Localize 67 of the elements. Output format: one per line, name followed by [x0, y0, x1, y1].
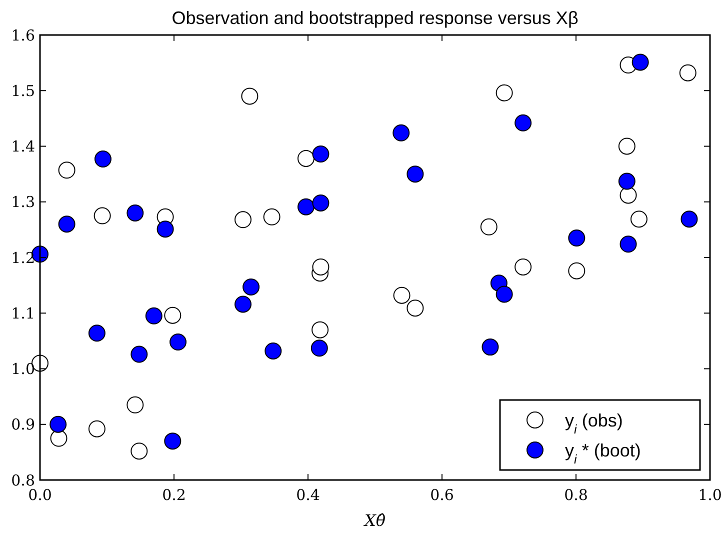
point	[312, 194, 330, 212]
point	[618, 172, 636, 190]
point	[130, 442, 148, 460]
point	[568, 230, 586, 247]
point	[312, 146, 330, 163]
point	[406, 300, 424, 317]
point	[514, 114, 532, 132]
point	[242, 278, 260, 296]
point	[393, 286, 410, 304]
point	[94, 150, 112, 168]
x-tick-label: 0.2	[162, 486, 186, 504]
point	[312, 258, 330, 276]
point	[632, 54, 649, 71]
point	[264, 342, 282, 360]
point	[88, 324, 106, 342]
point	[94, 207, 111, 224]
legend-label: y$_{i}$* (boot)	[565, 440, 641, 466]
point	[680, 210, 698, 228]
y-tick-label: 1.1	[11, 304, 35, 322]
x-tick-label: 0.6	[430, 486, 454, 504]
point	[263, 208, 280, 226]
legend-label: y$_{i}$ (obs)	[565, 410, 623, 436]
point	[514, 258, 532, 276]
point	[50, 430, 68, 447]
point	[679, 64, 696, 82]
point	[234, 211, 252, 228]
x-axis-title: Xθ̂	[362, 511, 386, 530]
x-tick-label: 0.4	[296, 486, 320, 504]
point	[58, 216, 76, 233]
y-tick-label: 1.6	[11, 26, 35, 44]
point	[156, 220, 174, 238]
point	[164, 306, 182, 324]
point	[126, 396, 144, 414]
point	[630, 210, 648, 228]
point	[496, 84, 513, 102]
y-tick-label: 1.2	[11, 248, 35, 267]
point	[297, 198, 314, 216]
y-tick-label: 1.0	[11, 360, 35, 378]
x-tick-label: 0.8	[564, 486, 588, 504]
y-tick-label: 1.4	[11, 138, 35, 156]
point	[620, 186, 637, 204]
point	[496, 286, 513, 303]
point	[482, 338, 499, 356]
point	[241, 88, 258, 105]
point	[406, 166, 424, 183]
point	[58, 162, 76, 179]
point	[312, 321, 329, 338]
point	[297, 150, 314, 167]
point	[170, 334, 187, 351]
point	[130, 346, 148, 363]
point	[50, 416, 67, 433]
point	[480, 218, 498, 236]
chart-title: Observation and bootstrapped response versus Xβ	[172, 8, 578, 28]
point	[618, 138, 636, 155]
y-tick-label: 1.5	[11, 82, 35, 100]
point	[145, 307, 162, 324]
point	[126, 204, 144, 222]
x-tick-label: 1.0	[698, 486, 722, 504]
point	[164, 432, 182, 450]
point	[310, 340, 328, 357]
point	[234, 296, 252, 313]
point	[392, 124, 410, 142]
y-tick-label: 1.3	[11, 193, 35, 212]
point	[88, 420, 106, 438]
y-tick-label: 0.9	[11, 416, 35, 434]
point	[620, 236, 637, 253]
point	[568, 262, 586, 280]
